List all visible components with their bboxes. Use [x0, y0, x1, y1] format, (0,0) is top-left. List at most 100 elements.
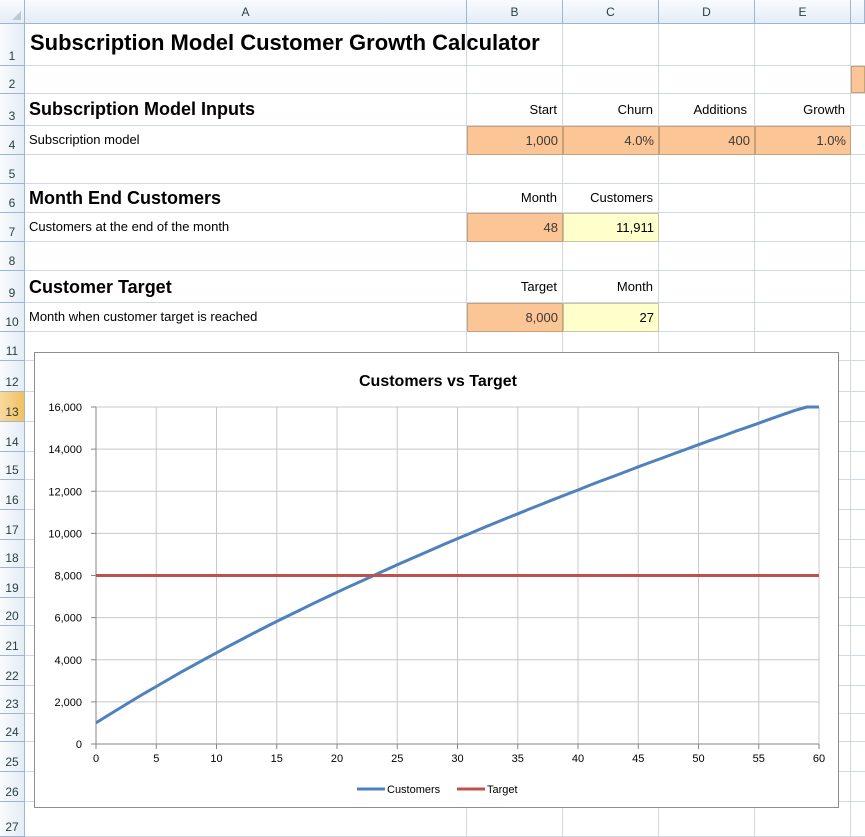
row-number: 9	[8, 286, 16, 300]
row-number: 19	[5, 581, 19, 595]
start-input[interactable]: 1,000	[467, 126, 563, 155]
header-target: Target	[520, 279, 557, 294]
x-tick-label: 50	[692, 753, 704, 765]
input-cell-f2[interactable]	[851, 66, 865, 93]
select-all-corner[interactable]	[0, 0, 25, 24]
inputs-heading: Subscription Model Inputs	[29, 99, 255, 119]
row-number: 12	[5, 375, 19, 389]
row-number: 23	[5, 697, 19, 711]
row-header-21[interactable]: 21	[0, 626, 25, 656]
row-header-6[interactable]: 6	[0, 184, 25, 213]
y-tick-label: 6,000	[54, 613, 82, 625]
row-number: 3	[8, 109, 16, 123]
row-number: 8	[8, 254, 16, 268]
x-tick-label: 0	[93, 753, 99, 765]
row-header-16[interactable]: 16	[0, 480, 25, 510]
customers-vs-target-chart[interactable]: Customers vs Target 0 2,000 4,000 6,000 8,000…	[34, 352, 839, 808]
header-growth: Growth	[803, 102, 845, 117]
row-header-9[interactable]: 9	[0, 271, 25, 303]
row-header-7[interactable]: 7	[0, 213, 25, 242]
column-header-d[interactable]: D	[659, 0, 755, 24]
column-header-f[interactable]	[851, 0, 865, 24]
row-number: 5	[8, 167, 16, 181]
column-header-a[interactable]: A	[25, 0, 467, 24]
row-number: 14	[5, 435, 19, 449]
customers-output: 11,911	[563, 213, 659, 242]
x-tick-label: 25	[391, 753, 403, 765]
month-end-heading: Month End Customers	[29, 188, 221, 208]
x-tick-label: 35	[512, 753, 524, 765]
row-header-15[interactable]: 15	[0, 452, 25, 480]
row-header-14[interactable]: 14	[0, 422, 25, 452]
series-line-customers	[95, 405, 819, 725]
target-month-label: Month when customer target is reached	[29, 309, 258, 324]
row-number: 7	[8, 225, 16, 239]
row-header-23[interactable]: 23	[0, 686, 25, 714]
row-header-17[interactable]: 17	[0, 510, 25, 540]
column-header-c[interactable]: C	[563, 0, 659, 24]
row-header-13[interactable]: 13	[0, 392, 25, 422]
row-header-5[interactable]: 5	[0, 155, 25, 184]
row-header-1[interactable]: 1	[0, 24, 25, 66]
growth-input[interactable]: 1.0%	[755, 126, 851, 155]
x-tick-label: 5	[153, 753, 159, 765]
row-number: 24	[5, 725, 19, 739]
row-header-2[interactable]: 2	[0, 66, 25, 94]
x-tick-label: 40	[572, 753, 584, 765]
chart-title: Customers vs Target	[359, 373, 518, 390]
header-churn: Churn	[617, 102, 653, 117]
header-customers: Customers	[590, 190, 653, 205]
row-number: 21	[5, 639, 19, 653]
y-tick-label: 14,000	[48, 444, 82, 456]
row-header-27[interactable]: 27	[0, 802, 25, 837]
x-tick-label: 60	[813, 753, 825, 765]
row-number: 15	[5, 463, 19, 477]
row-header-24[interactable]: 24	[0, 714, 25, 742]
row-header-25[interactable]: 25	[0, 742, 25, 772]
row-header-11[interactable]: 11	[0, 332, 25, 361]
y-tick-label: 2,000	[54, 697, 82, 709]
row-header-22[interactable]: 22	[0, 656, 25, 686]
row-number: 13	[5, 405, 19, 419]
row-header-8[interactable]: 8	[0, 242, 25, 271]
row-number: 10	[5, 315, 19, 329]
legend-label-target: Target	[487, 784, 518, 796]
x-tick-label: 45	[632, 753, 644, 765]
header-target-month: Month	[616, 279, 653, 294]
row-number: 22	[5, 669, 19, 683]
header-additions: Additions	[693, 102, 747, 117]
target-month-output: 27	[563, 303, 659, 332]
row-header-10[interactable]: 10	[0, 303, 25, 332]
row-number: 2	[8, 77, 16, 91]
x-tick-label: 30	[451, 753, 463, 765]
page-title: Subscription Model Customer Growth Calcu…	[30, 30, 540, 55]
target-heading: Customer Target	[29, 277, 172, 297]
legend-label-customers: Customers	[387, 784, 441, 796]
target-input[interactable]: 8,000	[467, 303, 563, 332]
column-header-e[interactable]: E	[755, 0, 851, 24]
row-number: 17	[5, 523, 19, 537]
y-tick-label: 12,000	[48, 486, 82, 498]
row-number: 27	[5, 820, 19, 834]
row-header-26[interactable]: 26	[0, 772, 25, 802]
row-number: 25	[5, 755, 19, 769]
subscription-model-label: Subscription model	[29, 132, 140, 147]
churn-input[interactable]: 4.0%	[563, 126, 659, 155]
chart-svg: Customers vs Target 0 2,000 4,000 6,000 8,000…	[48, 373, 825, 796]
y-tick-label: 16,000	[48, 402, 82, 414]
x-tick-label: 55	[753, 753, 765, 765]
row-header-19[interactable]: 19	[0, 568, 25, 598]
row-number: 16	[5, 493, 19, 507]
row-header-20[interactable]: 20	[0, 598, 25, 626]
month-input[interactable]: 48	[467, 213, 563, 242]
row-number: 6	[8, 196, 16, 210]
row-header-3[interactable]: 3	[0, 94, 25, 126]
row-number: 26	[5, 785, 19, 799]
row-header-18[interactable]: 18	[0, 540, 25, 568]
customers-end-label: Customers at the end of the month	[29, 219, 230, 234]
row-header-12[interactable]: 12	[0, 361, 25, 392]
additions-input[interactable]: 400	[659, 126, 755, 155]
row-header-4[interactable]: 4	[0, 126, 25, 155]
column-header-b[interactable]: B	[467, 0, 563, 24]
